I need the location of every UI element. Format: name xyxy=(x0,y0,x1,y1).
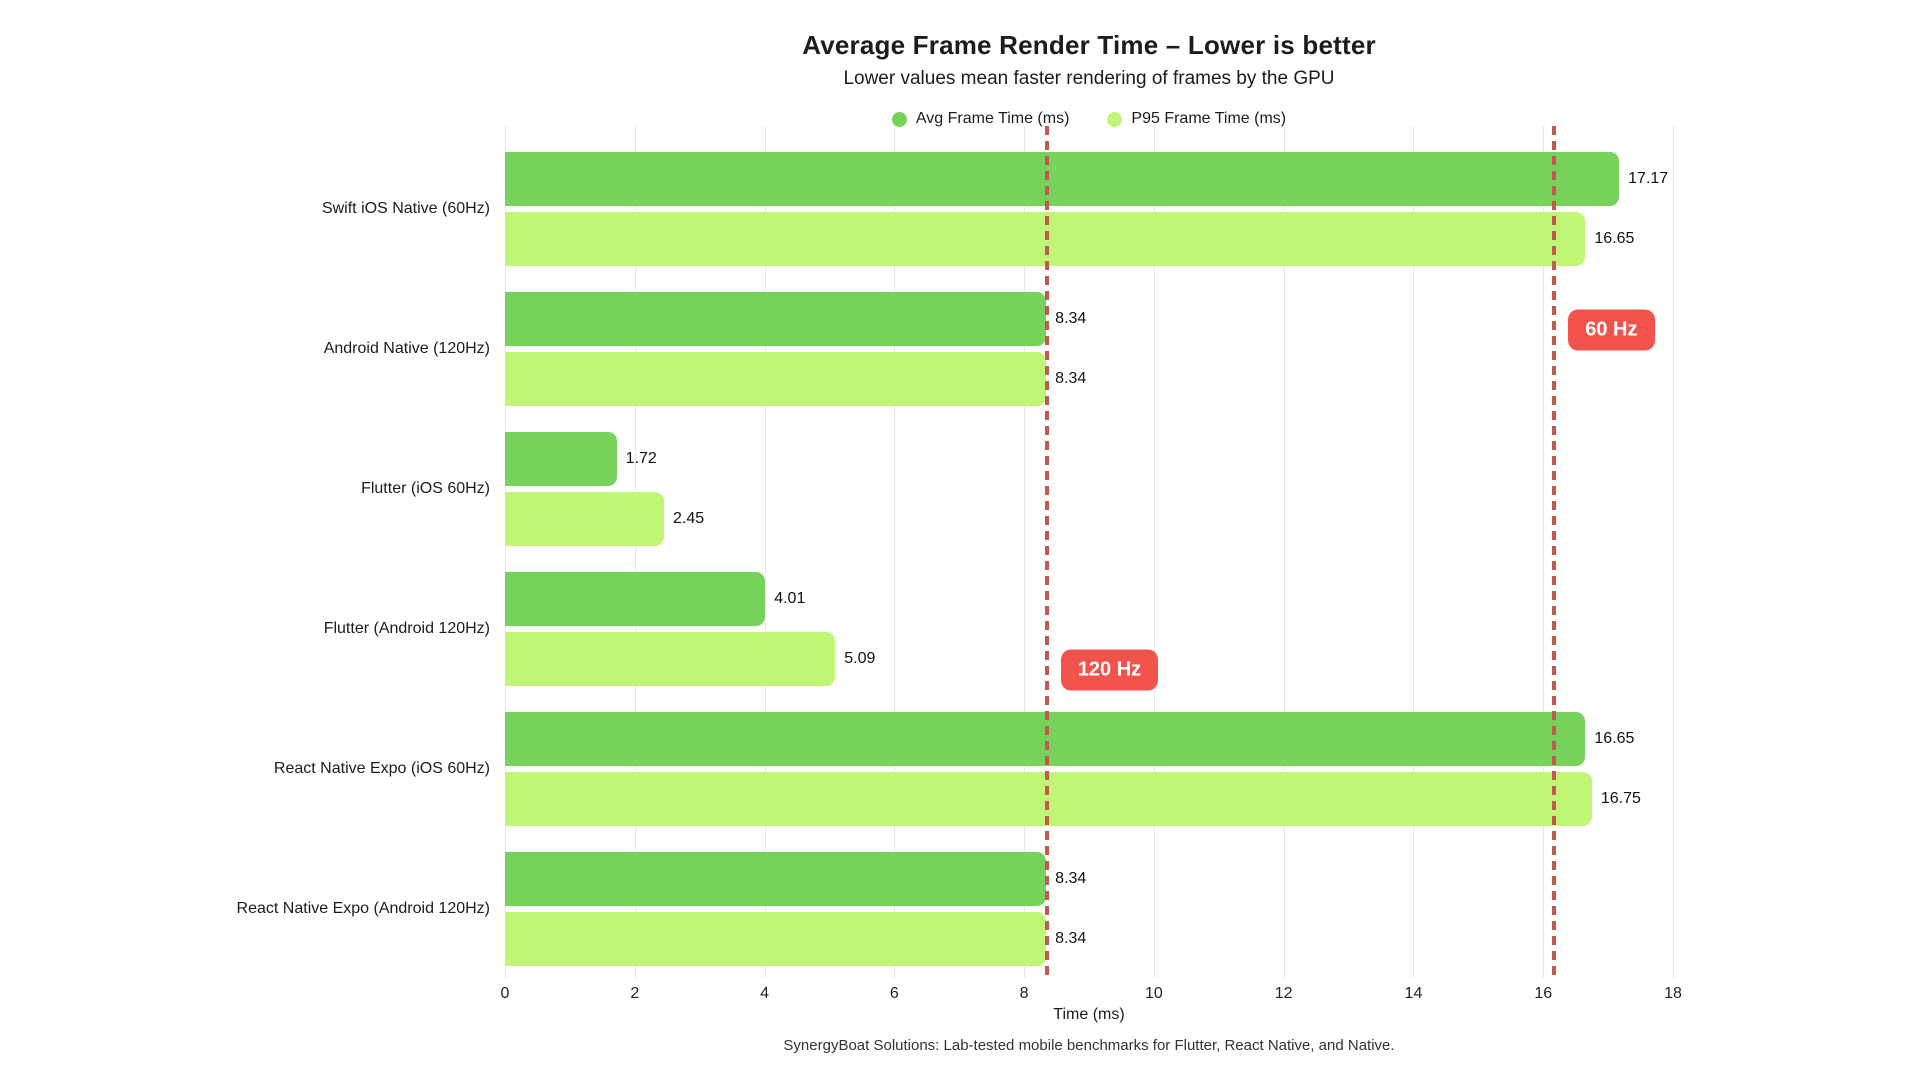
chart-title: Average Frame Render Time – Lower is bet… xyxy=(802,30,1376,60)
legend-label: P95 Frame Time (ms) xyxy=(1131,110,1287,127)
bar-value-label: 16.65 xyxy=(1594,230,1635,247)
x-axis-ticks: 0 2 4 6 8 10 12 14 16 18 xyxy=(501,978,1682,1002)
gridline xyxy=(505,126,506,978)
bar-value-label: 16.75 xyxy=(1600,790,1641,807)
category-row: Flutter (iOS 60Hz) 1.72 2.45 xyxy=(361,419,1673,559)
p95-frame-time-bar: 2.45 xyxy=(505,492,704,546)
gridline xyxy=(764,126,766,978)
bar-value-label: 1.72 xyxy=(625,450,657,467)
refresh-rate-reference-line xyxy=(1044,126,1049,978)
gridline xyxy=(894,126,896,978)
category-label: React Native Expo (iOS 60Hz) xyxy=(273,760,490,777)
bar-value-label: 16.65 xyxy=(1594,730,1635,747)
x-tick-label: 2 xyxy=(630,985,640,1002)
x-tick-label: 0 xyxy=(500,985,510,1002)
bar-group: 17.17 16.65 xyxy=(505,139,1673,279)
p95-frame-time-bar: 5.09 xyxy=(505,632,875,686)
x-tick-label: 16 xyxy=(1534,985,1553,1002)
bar-group: 16.65 16.75 xyxy=(505,699,1673,839)
gridline xyxy=(1283,126,1285,978)
bar-value-label: 4.01 xyxy=(774,590,806,607)
bar-value-label: 2.45 xyxy=(672,510,705,527)
category-row: Android Native (120Hz) 8.34 8.34 xyxy=(324,279,1673,419)
category-label: Flutter (iOS 60Hz) xyxy=(361,480,490,497)
avg-frame-time-bar: 8.34 xyxy=(505,292,1086,346)
x-tick-label: 6 xyxy=(889,985,899,1002)
category-row: React Native Expo (iOS 60Hz) 16.65 16.75 xyxy=(274,699,1673,839)
bar-rows: Swift iOS Native (60Hz) 17.17 16.65 Android… xyxy=(237,139,1673,979)
category-label: React Native Expo (Android 120Hz) xyxy=(236,900,490,917)
category-row: React Native Expo (Android 120Hz) 8.34 8.3… xyxy=(237,839,1673,979)
avg-frame-time-bar: 1.72 xyxy=(505,432,657,486)
legend-swatch-icon xyxy=(891,111,907,127)
x-tick-label: 18 xyxy=(1664,985,1682,1002)
gridline xyxy=(1543,126,1545,978)
p95-frame-time-bar: 8.34 xyxy=(505,352,1086,406)
bar-value-label: 5.09 xyxy=(844,650,876,667)
x-tick-label: 8 xyxy=(1019,985,1029,1002)
bar-group: 8.34 8.34 xyxy=(505,279,1673,419)
refresh-rate-badge: 120 Hz xyxy=(1060,649,1159,691)
gridline xyxy=(1673,126,1674,978)
avg-frame-time-bar: 4.01 xyxy=(505,572,805,626)
avg-frame-time-bar: 8.34 xyxy=(505,852,1086,906)
legend-item-p95: P95 Frame Time (ms) xyxy=(1107,110,1286,128)
bar-value-label: 8.34 xyxy=(1055,310,1087,327)
category-label: Swift iOS Native (60Hz) xyxy=(321,200,490,217)
avg-frame-time-bar: 17.17 xyxy=(505,152,1668,206)
refresh-rate-badge: 60 Hz xyxy=(1568,309,1655,351)
chart-subtitle: Lower values mean faster rendering of fr… xyxy=(843,68,1335,89)
refresh-rate-reference-line xyxy=(1552,126,1557,978)
footer-note: SynergyBoat Solutions: Lab-tested mobile… xyxy=(783,1037,1395,1054)
x-tick-label: 12 xyxy=(1274,985,1293,1002)
bar-group: 4.01 5.09 xyxy=(505,559,1673,699)
bar-value-label: 8.34 xyxy=(1055,930,1087,947)
x-tick-label: 10 xyxy=(1144,985,1163,1002)
x-tick-label: 4 xyxy=(760,985,769,1002)
gridline xyxy=(1153,126,1155,978)
legend: Avg Frame Time (ms) P95 Frame Time (ms) xyxy=(505,110,1673,128)
legend-item-avg: Avg Frame Time (ms) xyxy=(891,110,1070,128)
bar-group: 8.34 8.34 xyxy=(505,839,1673,979)
category-row: Swift iOS Native (60Hz) 17.17 16.65 xyxy=(322,139,1673,279)
bar-value-label: 8.34 xyxy=(1055,870,1087,887)
category-label: Flutter (Android 120Hz) xyxy=(323,620,490,637)
gridline xyxy=(634,126,636,978)
category-row: Flutter (Android 120Hz) 4.01 5.09 xyxy=(324,559,1673,699)
category-label: Android Native (120Hz) xyxy=(323,340,490,357)
gridline xyxy=(1413,126,1415,978)
legend-swatch-icon xyxy=(1107,111,1123,127)
legend-label: Avg Frame Time (ms) xyxy=(915,110,1070,127)
gridline xyxy=(1024,126,1026,978)
p95-frame-time-bar: 8.34 xyxy=(505,912,1086,966)
bar-value-label: 17.17 xyxy=(1628,170,1669,187)
x-axis-label: Time (ms) xyxy=(1053,1006,1125,1023)
bar-value-label: 8.34 xyxy=(1055,370,1087,387)
x-tick-label: 14 xyxy=(1404,985,1423,1002)
plot-area: Swift iOS Native (60Hz) 17.17 16.65 Android… xyxy=(237,126,1682,1002)
bar-group: 1.72 2.45 xyxy=(505,419,1673,559)
